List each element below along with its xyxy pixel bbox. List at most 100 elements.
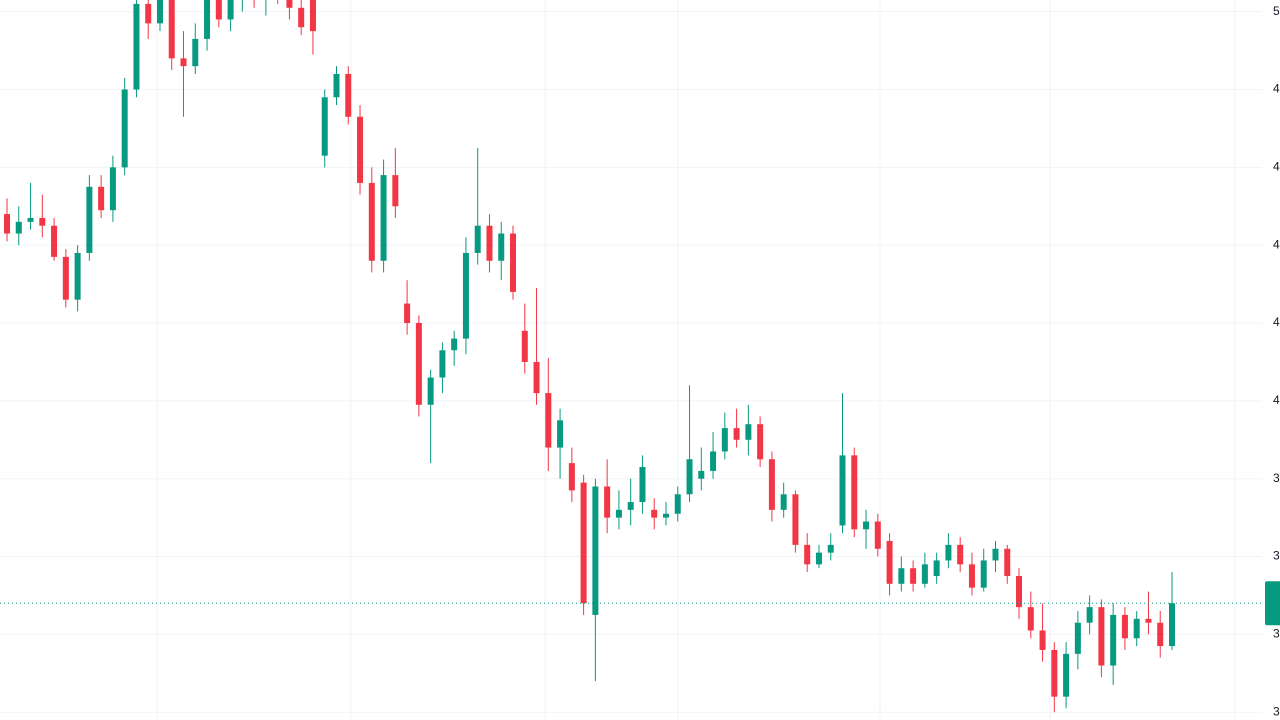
candle-body	[474, 225, 481, 253]
candle-body	[1016, 576, 1023, 608]
candle-body	[992, 548, 999, 561]
y-tick-label: 4.8	[1273, 82, 1280, 96]
candle-body	[286, 0, 293, 8]
candle-body	[851, 455, 858, 530]
candle-body	[604, 486, 611, 518]
y-tick-label: 3.8	[1273, 471, 1280, 485]
y-tick-label: 4.6	[1273, 160, 1280, 174]
candle-body	[321, 97, 328, 156]
candle-body	[333, 73, 340, 98]
y-tick-label: 4.0	[1273, 393, 1280, 407]
candle-body	[510, 233, 517, 292]
candle-body	[109, 167, 116, 211]
candle-body	[910, 568, 917, 584]
candle-body	[804, 544, 811, 565]
candle-body	[945, 544, 952, 561]
candle-body	[1169, 603, 1175, 647]
candle-body	[1157, 622, 1164, 647]
candle-body	[145, 3, 152, 24]
candle-body	[168, 0, 175, 59]
candle-body	[780, 494, 787, 510]
candle-body	[933, 560, 940, 576]
candle-body	[1074, 622, 1081, 654]
candle-body	[968, 564, 975, 588]
candle-body	[227, 0, 234, 20]
candle-body	[1086, 607, 1093, 623]
candle-body	[674, 494, 681, 514]
candle-body	[486, 225, 493, 261]
candle-body	[309, 0, 316, 32]
candle-body	[27, 217, 34, 222]
candle-body	[957, 544, 964, 565]
candle-body	[415, 323, 422, 405]
candle-body	[898, 568, 905, 584]
candle-body	[545, 393, 552, 448]
time-grid	[156, 0, 1236, 720]
candle-body	[215, 0, 222, 20]
candle-body	[427, 377, 434, 405]
candle-body	[1133, 618, 1140, 639]
candle-body	[757, 424, 764, 460]
candle-body	[921, 564, 928, 584]
candle-body	[392, 175, 399, 207]
candle-body	[74, 252, 81, 300]
candle-body	[874, 521, 881, 549]
candle-body	[133, 3, 140, 90]
candle-body	[439, 350, 446, 378]
candle-body	[1027, 607, 1034, 631]
candle-body	[1098, 607, 1105, 666]
candle-body	[180, 58, 187, 67]
candle-body	[39, 217, 46, 226]
candle-body	[121, 89, 128, 168]
candle-body	[710, 451, 717, 471]
y-tick-label: 5.0	[1273, 4, 1280, 18]
candle-body	[1051, 649, 1058, 697]
candle-body	[827, 544, 834, 553]
y-tick-label: 4.2	[1273, 315, 1280, 329]
candle-body	[839, 455, 846, 526]
candle-body	[156, 0, 163, 24]
candle-body	[627, 502, 634, 510]
candle-body	[768, 459, 775, 510]
candle-body	[815, 552, 822, 565]
candle-body	[357, 116, 364, 183]
candle-body	[1121, 614, 1128, 639]
candle-body	[980, 560, 987, 588]
candle-body	[462, 252, 469, 339]
candle-body	[86, 186, 93, 253]
candle-body	[733, 428, 740, 440]
y-tick-label: 3.4	[1273, 627, 1280, 641]
candle-body	[792, 494, 799, 545]
candle-body	[651, 509, 658, 518]
last-price-marker	[1265, 581, 1280, 626]
y-tick-label: 4.4	[1273, 237, 1280, 251]
candle-body	[62, 256, 69, 300]
candle-body	[368, 182, 375, 261]
candle-body	[298, 7, 305, 28]
candle-body	[451, 338, 458, 351]
candle-body	[380, 175, 387, 261]
y-tick-label: 3.6	[1273, 549, 1280, 563]
candle-body	[533, 361, 540, 394]
candle-body	[1004, 548, 1011, 576]
candle-body	[863, 521, 870, 530]
candle-body	[886, 540, 893, 584]
candle-body	[568, 463, 575, 491]
candle-body	[721, 428, 728, 452]
candle-body	[98, 186, 105, 211]
candle-body	[51, 225, 58, 257]
candle-body	[592, 486, 599, 615]
candle-body	[404, 303, 411, 324]
candle-body	[15, 221, 22, 234]
candle-body	[1145, 618, 1152, 623]
candle-body	[204, 0, 211, 39]
candle-body	[4, 214, 10, 234]
candle-body	[1110, 614, 1117, 666]
candle-body	[639, 467, 646, 503]
candle-body	[192, 38, 199, 67]
candle-body	[686, 459, 693, 495]
candle-body	[521, 330, 528, 362]
candle-body	[615, 509, 622, 518]
